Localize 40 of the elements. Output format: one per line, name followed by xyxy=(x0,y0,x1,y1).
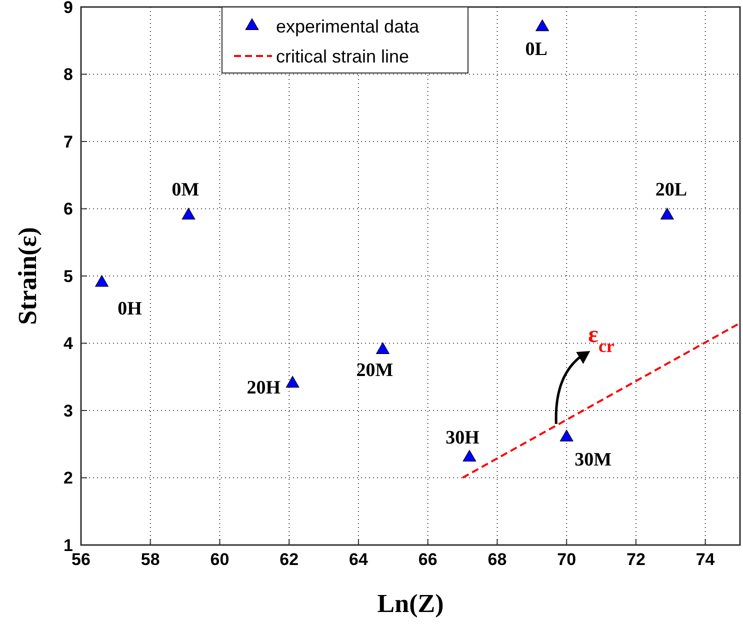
point xyxy=(376,342,390,354)
point xyxy=(95,275,108,287)
x-tick-label: 58 xyxy=(140,550,160,569)
point xyxy=(660,208,674,220)
y-tick-label: 3 xyxy=(64,401,73,420)
x-tick-label: 66 xyxy=(418,550,438,569)
x-tick-label: 74 xyxy=(696,550,716,569)
x-tick-label: 62 xyxy=(280,550,299,569)
legend-label: critical strain line xyxy=(276,46,410,66)
y-tick-label: 2 xyxy=(64,468,73,488)
y-tick-label: 8 xyxy=(64,65,73,84)
annotation: 0L xyxy=(525,39,548,60)
x-tick-label: 68 xyxy=(488,550,507,569)
y-tick-label: 5 xyxy=(64,266,73,286)
y-tick-label: 9 xyxy=(64,0,73,17)
x-tick-label: 72 xyxy=(626,550,646,569)
annotation: 20L xyxy=(655,179,688,200)
x-tick-label: 60 xyxy=(210,550,230,569)
y-tick-label: 1 xyxy=(64,536,73,555)
y-tick-label: 4 xyxy=(64,334,74,354)
point xyxy=(182,208,196,220)
x-tick-label: 64 xyxy=(349,550,368,569)
point xyxy=(560,430,574,442)
point xyxy=(536,20,549,32)
point xyxy=(286,376,300,388)
legend-label: experimental data xyxy=(276,16,420,36)
x-axis-title: Ln(Z) xyxy=(377,589,444,618)
annotation: 20H xyxy=(246,378,281,399)
annotation: 20M xyxy=(356,360,394,381)
annotation: ε$_{cr}$ xyxy=(588,322,614,356)
annotation: 30H xyxy=(446,428,480,449)
y-tick-label: 6 xyxy=(64,200,73,219)
annotation: 0H xyxy=(118,298,142,320)
x-tick-label: 70 xyxy=(557,550,576,569)
annotation: 30M xyxy=(574,449,612,470)
annotation: 0M xyxy=(172,179,200,200)
x-tick-label: 56 xyxy=(72,550,90,569)
y-tick-label: 7 xyxy=(64,132,73,152)
y-axis-title: Strain(ε) xyxy=(13,227,42,325)
point xyxy=(462,450,476,462)
